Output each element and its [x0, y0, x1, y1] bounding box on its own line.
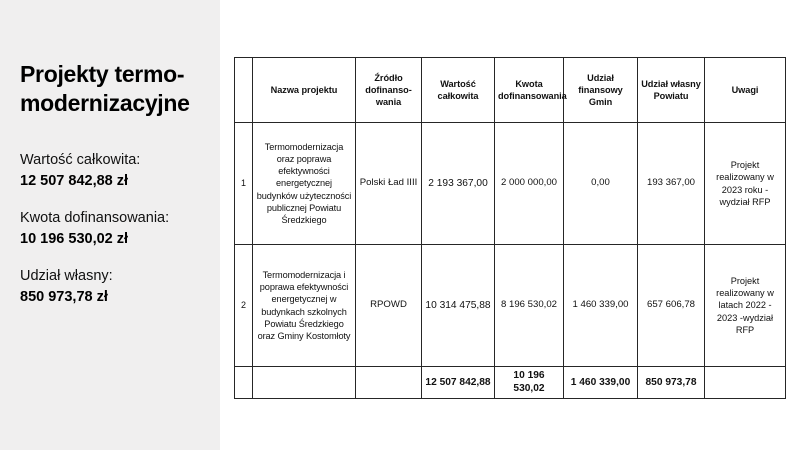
- row-gmin-share: 0,00: [563, 122, 638, 245]
- row-index: 2: [234, 244, 253, 367]
- header-funding-amount: Kwota dofinansowania: [494, 57, 567, 123]
- totals-funding-source: [355, 366, 422, 399]
- header-notes: Uwagi: [704, 57, 786, 123]
- row-notes: Projekt realizowany w latach 2022 - 2023…: [704, 244, 786, 367]
- totals-notes: [704, 366, 786, 399]
- totals-funding-amount: 10 196 530,02: [494, 366, 564, 399]
- stat-funding-amount: 10 196 530,02 zł: [20, 231, 129, 248]
- header-project-name: Nazwa projektu: [252, 57, 356, 123]
- row-total-value: 10 314 475,88: [421, 244, 495, 367]
- stat-funding-label: Kwota dofinansowania:: [20, 210, 170, 226]
- stat-total-amount: 12 507 842,88 zł: [20, 173, 129, 190]
- totals-project-name: [252, 366, 356, 399]
- row-county-own-share: 193 367,00: [637, 122, 705, 245]
- totals-county-own-share: 850 973,78: [637, 366, 705, 399]
- stat-own-contribution: Udział własny: 850 973,78 zł: [20, 266, 215, 308]
- row-funding-source: Polski Ład IIII: [355, 122, 422, 245]
- header-county-own-share: Udział własny Powiatu: [637, 57, 705, 123]
- header-index: [234, 57, 253, 123]
- projects-table: Nazwa projektu Źródło dofinanso-wania Wa…: [234, 57, 786, 399]
- row-funding-source: RPOWD: [355, 244, 422, 367]
- stat-total-value: Wartość całkowita: 12 507 842,88 zł: [20, 150, 215, 192]
- stat-own-amount: 850 973,78 zł: [20, 289, 108, 306]
- row-notes: Projekt realizowany w 2023 roku - wydzia…: [704, 122, 786, 245]
- header-gmin-share: Udział finansowy Gmin: [563, 57, 638, 123]
- totals-total-value: 12 507 842,88: [421, 366, 495, 399]
- table-row: 1 Termomodernizacja oraz poprawa efektyw…: [234, 122, 786, 245]
- row-index: 1: [234, 122, 253, 245]
- stat-total-label: Wartość całkowita:: [20, 152, 141, 168]
- row-county-own-share: 657 606,78: [637, 244, 705, 367]
- header-funding-source: Źródło dofinanso-wania: [355, 57, 422, 123]
- left-info-panel: Projekty termo-modernizacyjne Wartość ca…: [0, 0, 220, 450]
- page-title: Projekty termo-modernizacyjne: [20, 61, 190, 117]
- totals-gmin-share: 1 460 339,00: [563, 366, 638, 399]
- table-totals-row: 12 507 842,88 10 196 530,02 1 460 339,00…: [234, 366, 786, 399]
- header-total-value: Wartość całkowita: [421, 57, 495, 123]
- projects-table-container: Nazwa projektu Źródło dofinanso-wania Wa…: [234, 57, 786, 399]
- row-total-value: 2 193 367,00: [421, 122, 495, 245]
- table-header-row: Nazwa projektu Źródło dofinanso-wania Wa…: [234, 57, 786, 123]
- stat-funding-value: Kwota dofinansowania: 10 196 530,02 zł: [20, 208, 215, 250]
- totals-index: [234, 366, 253, 399]
- row-funding-amount: 8 196 530,02: [494, 244, 564, 367]
- table-row: 2 Termomodernizacja i poprawa efektywnoś…: [234, 244, 786, 367]
- stat-own-label: Udział własny:: [20, 268, 113, 284]
- row-project-name: Termomodernizacja i poprawa efektywności…: [252, 244, 356, 367]
- row-gmin-share: 1 460 339,00: [563, 244, 638, 367]
- row-project-name: Termomodernizacja oraz poprawa efektywno…: [252, 122, 356, 245]
- row-funding-amount: 2 000 000,00: [494, 122, 564, 245]
